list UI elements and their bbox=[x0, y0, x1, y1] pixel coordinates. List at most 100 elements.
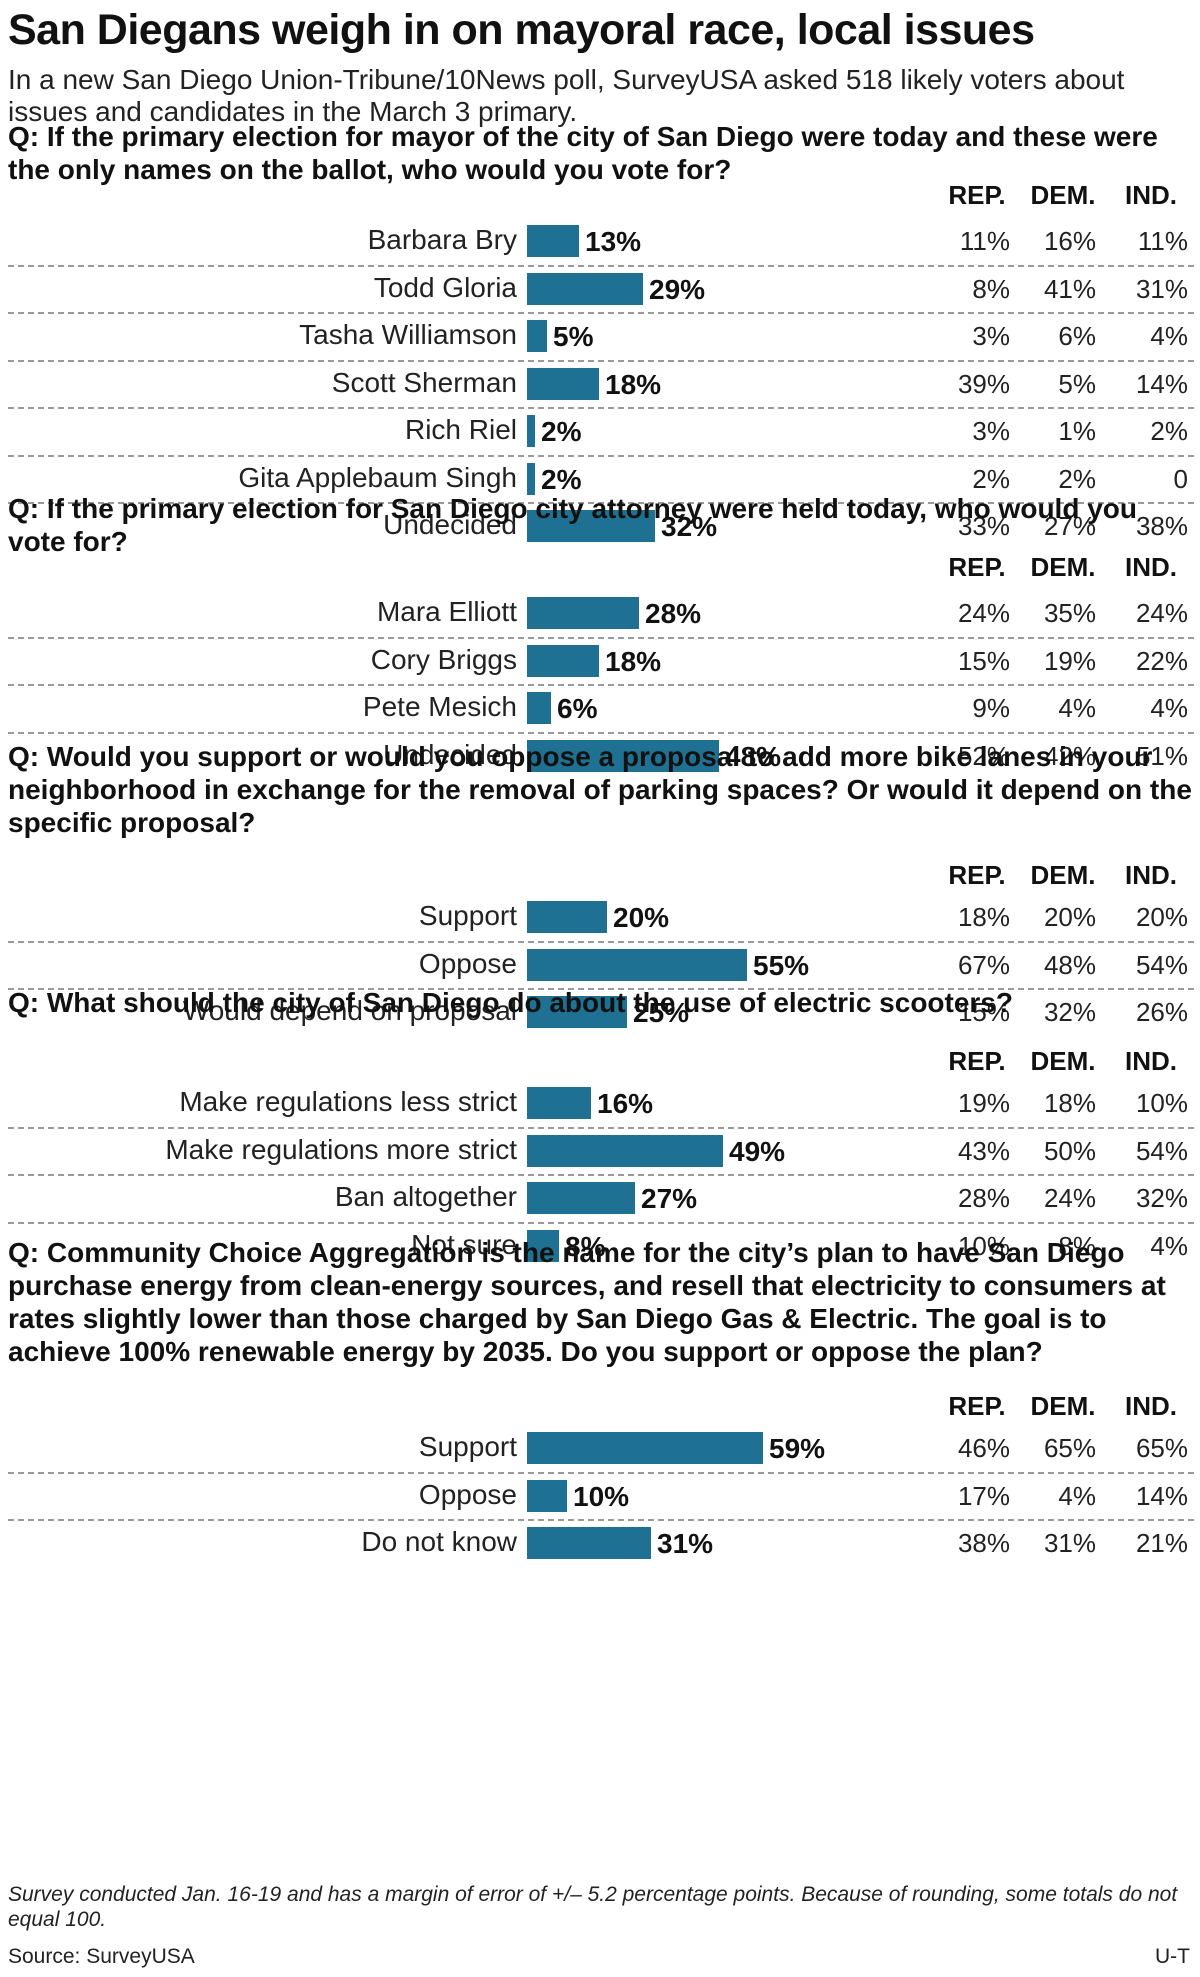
bar bbox=[527, 1479, 567, 1512]
bar bbox=[527, 996, 627, 1028]
data-row: Gita Applebaum Singh 2% 2% 2% 0 bbox=[0, 454, 1200, 503]
bar bbox=[527, 739, 719, 772]
bar-value-label: 48% bbox=[725, 740, 782, 772]
breakdown-rep: 15% bbox=[957, 997, 1010, 1027]
data-row: Barbara Bry 13% 11% 16% 11% bbox=[0, 218, 1200, 265]
breakdown-ind: 14% bbox=[1135, 368, 1188, 399]
data-row: Scott Sherman 18% 39% 5% 14% bbox=[0, 359, 1200, 408]
breakdown-rep: 18% bbox=[957, 902, 1010, 932]
breakdown-rep: 46% bbox=[957, 1433, 1010, 1463]
category-label: Make regulations less strict bbox=[179, 1086, 517, 1117]
data-row: Oppose 10% 17% 4% 14% bbox=[0, 1471, 1200, 1520]
breakdown-dem: 8% bbox=[1058, 1230, 1096, 1261]
category-label: Would depend on proposal bbox=[182, 995, 517, 1026]
breakdown-rep: 33% bbox=[957, 511, 1010, 541]
category-label: Undecided bbox=[383, 738, 517, 770]
breakdown-ind: 14% bbox=[1135, 1480, 1188, 1511]
breakdown-ind: 54% bbox=[1135, 1135, 1188, 1166]
page-title: San Diegans weigh in on mayoral race, lo… bbox=[8, 6, 1035, 54]
page-subtitle: In a new San Diego Union-Tribune/10News … bbox=[8, 64, 1125, 127]
breakdown-ind: 51% bbox=[1135, 740, 1188, 771]
column-header-rep: REP. bbox=[948, 1046, 1006, 1076]
bar bbox=[527, 415, 535, 447]
data-row: Pete Mesich 6% 9% 4% 4% bbox=[0, 684, 1200, 732]
footnote: Survey conducted Jan. 16-19 and has a ma… bbox=[8, 1883, 1178, 1931]
category-label: Support bbox=[418, 1431, 517, 1462]
breakdown-dem: 27% bbox=[1043, 511, 1096, 541]
category-label: Barbara Bry bbox=[367, 224, 517, 255]
bar-value-label: 31% bbox=[657, 1528, 714, 1559]
breakdown-ind: 26% bbox=[1135, 997, 1188, 1027]
category-label: Gita Applebaum Singh bbox=[238, 461, 517, 493]
breakdown-dem: 24% bbox=[1043, 1183, 1096, 1213]
breakdown-rep: 10% bbox=[957, 1230, 1010, 1261]
column-header-dem: DEM. bbox=[1030, 552, 1096, 582]
column-header-ind: IND. bbox=[1125, 552, 1177, 582]
column-header-dem: DEM. bbox=[1030, 860, 1096, 890]
breakdown-ind: 10% bbox=[1135, 1088, 1188, 1118]
category-label: Pete Mesich bbox=[362, 691, 517, 722]
category-label: Tasha Williamson bbox=[299, 319, 517, 350]
column-header-dem: DEM. bbox=[1030, 180, 1096, 210]
data-row: Support 20% 18% 20% 20% bbox=[0, 894, 1200, 941]
data-row: Rich Riel 2% 3% 1% 2% bbox=[0, 407, 1200, 455]
bar-value-label: 5% bbox=[553, 321, 594, 352]
category-label: Oppose bbox=[418, 1478, 517, 1510]
question-text: Q: If the primary election for mayor of … bbox=[8, 121, 1158, 185]
category-label: Ban altogether bbox=[334, 1181, 517, 1212]
breakdown-rep: 11% bbox=[959, 226, 1010, 256]
data-row: Todd Gloria 29% 8% 41% 31% bbox=[0, 264, 1200, 313]
bar bbox=[527, 1182, 635, 1214]
credit-line: U-T bbox=[1155, 1945, 1190, 1968]
breakdown-dem: 35% bbox=[1043, 598, 1096, 628]
category-label: Scott Sherman bbox=[331, 366, 517, 398]
breakdown-rep: 67% bbox=[957, 949, 1010, 980]
breakdown-ind: 54% bbox=[1135, 949, 1188, 980]
breakdown-dem: 32% bbox=[1043, 997, 1096, 1027]
breakdown-rep: 3% bbox=[972, 321, 1010, 351]
column-header-rep: REP. bbox=[948, 1391, 1006, 1421]
data-row: Do not know 31% 38% 31% 21% bbox=[0, 1519, 1200, 1567]
breakdown-dem: 20% bbox=[1043, 902, 1096, 932]
breakdown-dem: 48% bbox=[1043, 949, 1096, 980]
question-text: Q: Community Choice Aggregation is the n… bbox=[8, 1237, 1166, 1367]
question-text: Q: Would you support or would you oppose… bbox=[8, 741, 1192, 838]
bar bbox=[527, 948, 747, 981]
breakdown-dem: 19% bbox=[1043, 645, 1096, 676]
data-row: Cory Briggs 18% 15% 19% 22% bbox=[0, 636, 1200, 685]
data-row: Support 59% 46% 65% 65% bbox=[0, 1425, 1200, 1472]
breakdown-rep: 15% bbox=[957, 645, 1010, 676]
category-label: Make regulations more strict bbox=[165, 1133, 517, 1165]
breakdown-dem: 31% bbox=[1043, 1528, 1096, 1558]
bar-value-label: 2% bbox=[541, 463, 582, 495]
data-row: Tasha Williamson 5% 3% 6% 4% bbox=[0, 312, 1200, 360]
data-row: Would depend on proposal 25% 15% 32% 26% bbox=[0, 988, 1200, 1036]
data-row: Make regulations less strict 16% 19% 18% 10% bbox=[0, 1080, 1200, 1127]
bar-value-label: 59% bbox=[769, 1433, 826, 1464]
breakdown-dem: 1% bbox=[1058, 416, 1096, 446]
breakdown-ind: 38% bbox=[1135, 511, 1188, 541]
category-label: Rich Riel bbox=[404, 414, 517, 445]
breakdown-ind: 11% bbox=[1137, 226, 1188, 256]
breakdown-ind: 20% bbox=[1135, 902, 1188, 932]
breakdown-rep: 43% bbox=[957, 1135, 1010, 1166]
breakdown-rep: 9% bbox=[972, 693, 1010, 723]
breakdown-dem: 65% bbox=[1043, 1433, 1096, 1463]
bar-value-label: 13% bbox=[585, 226, 642, 257]
breakdown-dem: 42% bbox=[1043, 740, 1096, 771]
breakdown-dem: 4% bbox=[1058, 1480, 1096, 1511]
breakdown-ind: 4% bbox=[1150, 321, 1188, 351]
breakdown-rep: 2% bbox=[972, 463, 1010, 494]
breakdown-rep: 39% bbox=[957, 368, 1010, 399]
breakdown-rep: 3% bbox=[972, 416, 1010, 446]
breakdown-rep: 17% bbox=[957, 1480, 1010, 1511]
column-header-dem: DEM. bbox=[1030, 1391, 1096, 1421]
breakdown-ind: 2% bbox=[1150, 416, 1188, 446]
category-label: Mara Elliott bbox=[376, 596, 517, 627]
bar bbox=[527, 1432, 763, 1464]
bar bbox=[527, 510, 655, 542]
breakdown-ind: 65% bbox=[1135, 1433, 1188, 1463]
breakdown-dem: 4% bbox=[1058, 693, 1096, 723]
category-label: Oppose bbox=[418, 947, 517, 979]
bar-value-label: 16% bbox=[597, 1088, 654, 1119]
